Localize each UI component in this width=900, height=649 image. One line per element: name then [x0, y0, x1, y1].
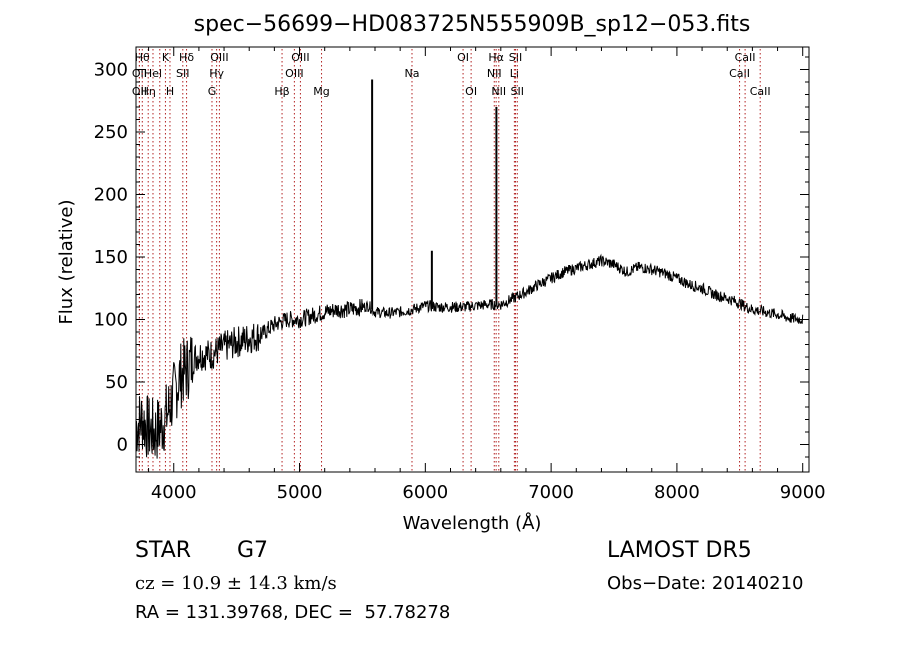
x-tick-label: 4000 [151, 482, 197, 503]
y-tick-label: 100 [94, 310, 128, 331]
y-tick-label: 250 [94, 122, 128, 143]
line-marker-label: Hδ [179, 51, 194, 64]
observation-date: Obs−Date: 20140210 [607, 573, 804, 594]
y-tick-label: 300 [94, 60, 128, 81]
y-tick-label: 200 [94, 185, 128, 206]
x-axis-label: Wavelength (Å) [403, 512, 542, 534]
axis-ticks: 4000 5000 6000 7000 8000 9000 0 50 100 150 200 250 3… [94, 47, 826, 503]
line-marker-label: SII [176, 67, 189, 80]
line-marker-label: OIII [210, 51, 228, 64]
x-tick-label: 5000 [277, 482, 323, 503]
spectrum-line [135, 253, 804, 459]
line-marker-label: Hη [141, 85, 156, 98]
y-tick-label: 0 [117, 435, 128, 456]
line-marker-label: SII [509, 51, 522, 64]
line-marker-label: CaII [735, 51, 756, 64]
x-tick-label: 7000 [528, 482, 574, 503]
line-marker-label: Hα [488, 51, 504, 64]
line-marker-label: OIII [291, 51, 309, 64]
line-marker-label: Mg [313, 85, 329, 98]
line-marker-label: OII [132, 85, 147, 98]
plot-frame [135, 46, 810, 473]
sky-coordinates: RA = 131.39768, DEC = 57.78278 [135, 602, 451, 623]
x-tick-label: 6000 [402, 482, 448, 503]
line-marker-label: Hβ [274, 85, 289, 98]
spectral-spikes [371, 79, 498, 310]
emission-line-markers: OIIOIIHθHηHelKHSIIHδGHγOIIIHβOIIIOIIIMgN… [132, 49, 771, 472]
line-marker-label: Hγ [209, 67, 224, 80]
redshift-velocity: cz = 10.9 ± 14.3 km/s [135, 573, 337, 594]
y-axis-label: Flux (relative) [56, 199, 77, 324]
line-marker-label: Li [510, 67, 519, 80]
line-marker-label: OI [457, 51, 469, 64]
line-marker-label: NII [487, 67, 502, 80]
line-marker-label: OIII [285, 67, 303, 80]
x-tick-label: 9000 [780, 482, 826, 503]
line-marker-label: H [166, 85, 174, 98]
line-marker-label: CaII [750, 85, 771, 98]
object-subclass: G7 [237, 538, 269, 563]
line-marker-label: K [162, 51, 170, 64]
y-tick-label: 50 [105, 372, 128, 393]
x-tick-label: 8000 [654, 482, 700, 503]
line-marker-label: Hθ [135, 51, 150, 64]
line-marker-label: SII [511, 85, 524, 98]
survey-name: LAMOST DR5 [607, 538, 752, 563]
line-marker-label: Hel [144, 67, 162, 80]
line-marker-label: CaII [729, 67, 750, 80]
line-marker-label: Na [405, 67, 420, 80]
line-marker-label: NII [491, 85, 506, 98]
line-marker-label: OII [132, 67, 147, 80]
line-marker-label: OI [465, 85, 477, 98]
chart-title: spec−56699−HD083725N555909B_sp12−053.fit… [194, 12, 751, 37]
object-class: STAR [135, 538, 192, 563]
line-marker-label: G [208, 85, 217, 98]
y-tick-label: 150 [94, 247, 128, 268]
